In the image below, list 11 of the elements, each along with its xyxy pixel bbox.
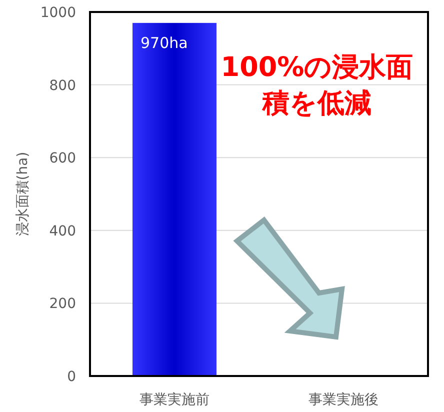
x-tick-label: 事業実施後 <box>308 392 378 408</box>
x-tick-label: 事業実施前 <box>140 392 210 408</box>
data-label: 970ha <box>140 34 188 52</box>
y-axis-title: 浸水面積(ha) <box>15 152 31 236</box>
y-tick-label: 600 <box>49 150 76 167</box>
y-tick-label: 0 <box>67 369 76 385</box>
y-tick-label: 800 <box>49 78 76 94</box>
y-tick-label: 200 <box>49 296 76 312</box>
y-tick-label: 1000 <box>40 5 76 21</box>
y-tick-label: 400 <box>49 223 76 240</box>
annotation: 100%の浸水面積を低減 <box>220 51 414 121</box>
